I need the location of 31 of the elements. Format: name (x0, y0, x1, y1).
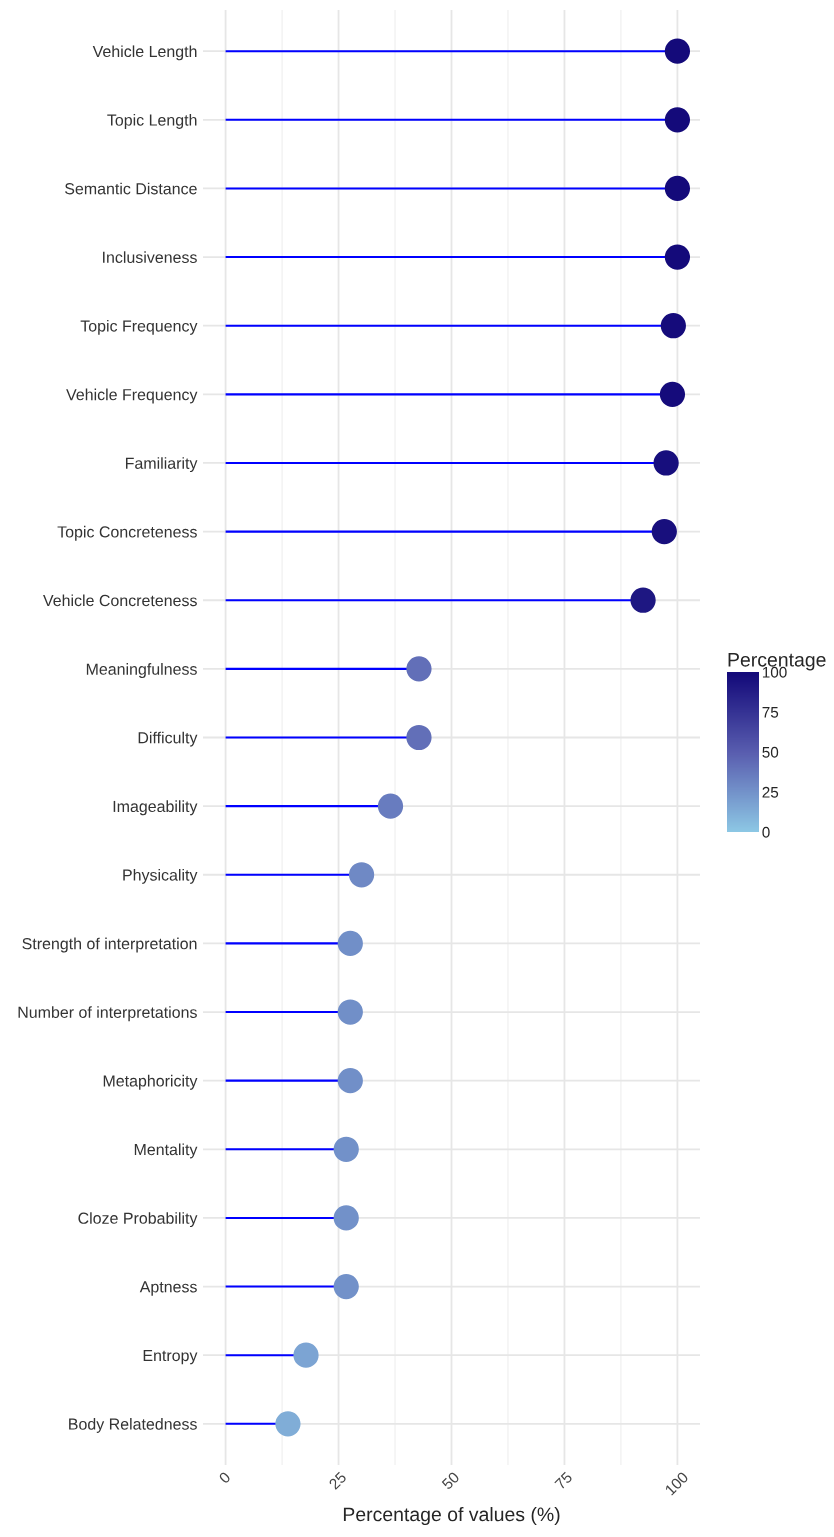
y-tick-label: Topic Concreteness (57, 525, 197, 541)
y-tick-label: Aptness (139, 1281, 197, 1296)
x-tick-label: 25 (328, 1471, 347, 1490)
x-tick-label: 75 (554, 1471, 573, 1490)
y-tick-label: Imageability (113, 800, 198, 816)
x-tick-label: 0 (218, 1471, 232, 1485)
y-tick-label: Topic Length (107, 114, 197, 129)
y-tick-label: Semantic Distance (65, 182, 197, 195)
y-tick-label: Number of interpretations (18, 1006, 197, 1022)
y-tick-label: Vehicle Frequency (66, 388, 198, 404)
y-tick-label: Meaningfulness (86, 663, 197, 678)
color-bar-label: 75 (762, 707, 779, 718)
x-tick-label: 50 (441, 1471, 460, 1491)
x-tick-label: 100 (664, 1471, 689, 1496)
y-tick-label: Familiarity (125, 457, 198, 473)
y-tick-label: Topic Frequency (80, 319, 198, 335)
y-tick-label: Entropy (143, 1349, 198, 1365)
y-tick-label: Cloze Probability (78, 1212, 198, 1228)
color-bar-label: 50 (762, 746, 779, 758)
color-bar-label: 25 (762, 786, 779, 798)
y-tick-label: Vehicle Length (92, 45, 197, 61)
color-bar-label: 0 (762, 826, 770, 838)
y-tick-label: Body Relatedness (69, 1418, 197, 1433)
y-tick-label: Metaphoricity (103, 1074, 198, 1090)
y-tick-label: Strength of interpretation (22, 937, 197, 953)
y-tick-label: Difficulty (138, 731, 198, 747)
x-axis-title: Percentage of values (%) (343, 1506, 560, 1526)
y-tick-label: Vehicle Concreteness (43, 594, 197, 607)
y-tick-label: Mentality (134, 1143, 198, 1159)
y-tick-label: Inclusiveness (103, 251, 197, 264)
y-tick-label: Physicality (123, 868, 198, 884)
